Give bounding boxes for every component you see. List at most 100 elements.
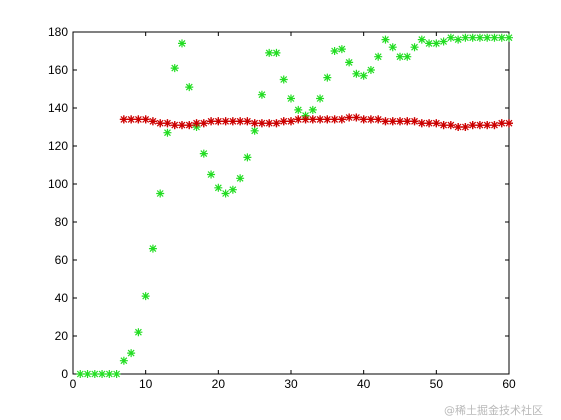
- star-marker: [192, 119, 201, 128]
- star-marker: [439, 37, 448, 46]
- star-marker: [490, 33, 499, 42]
- star-marker: [454, 35, 463, 44]
- star-marker: [359, 115, 368, 124]
- star-marker: [228, 117, 237, 126]
- star-marker: [505, 119, 513, 128]
- star-marker: [461, 33, 470, 42]
- star-marker: [374, 52, 383, 61]
- star-marker: [98, 370, 107, 378]
- star-marker: [199, 149, 208, 158]
- star-marker: [388, 43, 397, 52]
- watermark: @稀土掘金技术社区: [444, 404, 543, 417]
- star-marker: [388, 117, 397, 126]
- star-marker: [257, 90, 266, 99]
- star-marker: [156, 189, 165, 198]
- star-marker: [141, 115, 150, 124]
- star-marker: [432, 119, 441, 128]
- star-marker: [316, 94, 325, 103]
- star-marker: [272, 119, 281, 128]
- star-marker: [214, 117, 223, 126]
- star-marker: [119, 356, 128, 365]
- star-marker: [446, 121, 455, 130]
- star-marker: [279, 75, 288, 84]
- star-marker: [272, 48, 281, 57]
- star-marker: [134, 328, 143, 337]
- star-marker: [417, 119, 426, 128]
- y-tick-label: 120: [48, 139, 68, 153]
- star-marker: [352, 69, 361, 78]
- star-marker: [214, 183, 223, 192]
- y-tick-label: 160: [48, 63, 68, 77]
- star-marker: [323, 73, 332, 82]
- star-marker: [381, 35, 390, 44]
- star-marker: [163, 119, 172, 128]
- x-tick-label: 40: [357, 377, 371, 391]
- star-marker: [323, 115, 332, 124]
- star-marker: [425, 39, 434, 48]
- star-marker: [119, 115, 128, 124]
- star-marker: [497, 119, 506, 128]
- star-marker: [366, 115, 375, 124]
- star-marker: [403, 52, 412, 61]
- star-marker: [468, 121, 477, 130]
- star-marker: [446, 33, 455, 42]
- axes-box: [72, 31, 510, 375]
- axis-ticks: 0 10 20 30 40 50 60 0 20 40 60 80 100 120 140 160 180: [48, 25, 516, 391]
- x-tick-label: 30: [284, 377, 298, 391]
- x-tick-label: 0: [70, 377, 77, 391]
- y-tick-label: 20: [55, 329, 69, 343]
- y-tick-label: 140: [48, 101, 68, 115]
- star-marker: [439, 121, 448, 130]
- star-marker: [156, 119, 165, 128]
- star-marker: [221, 117, 230, 126]
- star-marker: [294, 105, 303, 114]
- star-marker: [90, 370, 99, 378]
- y-tick-label: 80: [55, 215, 69, 229]
- star-marker: [127, 115, 136, 124]
- star-marker: [497, 33, 506, 42]
- star-marker: [396, 52, 404, 61]
- star-marker: [141, 292, 150, 301]
- star-marker: [483, 121, 492, 130]
- star-marker: [105, 370, 114, 378]
- star-marker: [483, 33, 492, 42]
- star-marker: [410, 43, 419, 52]
- star-marker: [134, 115, 143, 124]
- star-marker: [163, 128, 172, 137]
- star-marker: [417, 35, 426, 44]
- y-tick-label: 0: [61, 367, 68, 381]
- star-marker: [490, 121, 499, 130]
- star-marker: [403, 117, 412, 126]
- star-marker: [461, 123, 470, 131]
- star-marker: [308, 115, 317, 124]
- star-marker: [170, 121, 179, 130]
- star-marker: [432, 39, 441, 48]
- data-marks: [76, 33, 513, 378]
- star-marker: [250, 119, 259, 128]
- star-marker: [112, 370, 121, 378]
- star-marker: [316, 115, 325, 124]
- star-marker: [381, 117, 390, 126]
- star-marker: [330, 47, 339, 55]
- y-tick-label: 100: [48, 177, 68, 191]
- star-marker: [337, 115, 346, 124]
- star-marker: [301, 115, 310, 124]
- plot-frame: [72, 31, 510, 375]
- star-marker: [337, 45, 346, 54]
- star-marker: [425, 119, 434, 128]
- star-marker: [250, 126, 259, 135]
- star-marker: [236, 117, 245, 126]
- y-tick-label: 60: [55, 253, 69, 267]
- star-marker: [294, 115, 303, 124]
- star-marker: [148, 244, 157, 253]
- x-tick-label: 60: [502, 377, 516, 391]
- star-marker: [170, 64, 179, 73]
- star-marker: [207, 117, 216, 126]
- star-marker: [454, 123, 463, 131]
- star-marker: [257, 119, 266, 128]
- star-marker: [265, 48, 274, 57]
- star-marker: [178, 121, 186, 130]
- star-marker: [185, 83, 194, 92]
- star-marker: [287, 117, 295, 126]
